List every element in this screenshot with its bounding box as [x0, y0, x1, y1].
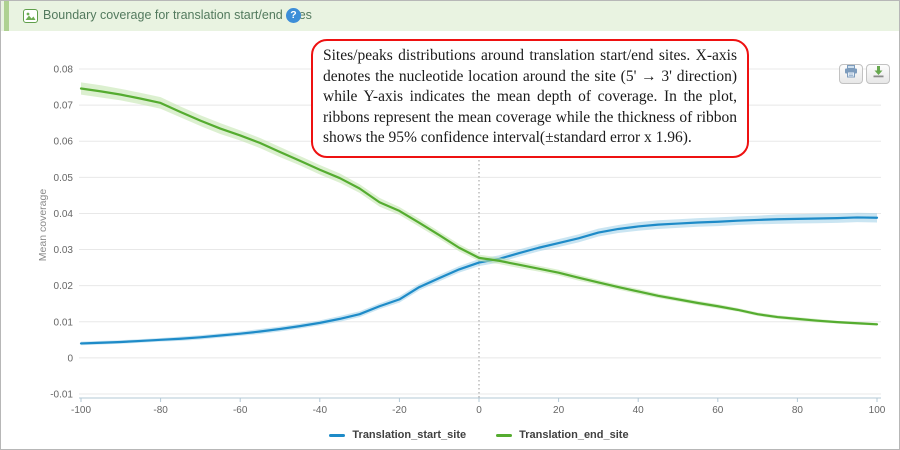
svg-text:0: 0	[67, 353, 73, 364]
svg-text:0.08: 0.08	[54, 65, 74, 76]
legend-label-start: Translation_start_site	[352, 429, 467, 441]
svg-text:0: 0	[476, 405, 482, 416]
svg-text:0.01: 0.01	[54, 317, 74, 328]
print-button[interactable]	[839, 64, 863, 84]
svg-text:60: 60	[712, 405, 724, 416]
svg-text:0.05: 0.05	[54, 173, 74, 184]
svg-text:0.03: 0.03	[54, 245, 74, 256]
download-icon	[872, 65, 885, 83]
help-icon[interactable]: ?	[286, 8, 301, 23]
legend-item-translation-start-site[interactable]: Translation_start_site	[329, 429, 466, 441]
svg-text:0.07: 0.07	[54, 101, 74, 112]
svg-text:-40: -40	[313, 405, 328, 416]
chart-legend: Translation_start_site Translation_end_s…	[81, 429, 877, 441]
image-icon	[23, 9, 38, 23]
svg-text:20: 20	[553, 405, 565, 416]
panel-header: Boundary coverage for translation start/…	[1, 1, 899, 31]
svg-text:-80: -80	[153, 405, 168, 416]
svg-text:-20: -20	[392, 405, 407, 416]
svg-text:-60: -60	[233, 405, 248, 416]
print-icon	[844, 65, 858, 83]
svg-text:0.06: 0.06	[54, 137, 74, 148]
svg-text:40: 40	[633, 405, 645, 416]
legend-label-end: Translation_end_site	[519, 429, 629, 441]
header-accent-bar	[4, 1, 9, 31]
y-axis-title: Mean coverage	[37, 188, 49, 262]
legend-item-translation-end-site[interactable]: Translation_end_site	[496, 429, 629, 441]
panel-title: Boundary coverage for translation start/…	[43, 8, 312, 22]
annotation-box: Sites/peaks distributions around transla…	[311, 39, 749, 158]
download-button[interactable]	[866, 64, 890, 84]
svg-text:0.04: 0.04	[54, 209, 74, 220]
svg-text:-0.01: -0.01	[50, 390, 73, 401]
svg-text:100: 100	[869, 405, 886, 416]
svg-text:0.02: 0.02	[54, 281, 74, 292]
svg-text:-100: -100	[71, 405, 91, 416]
legend-swatch-start	[329, 433, 346, 437]
legend-swatch-end	[496, 433, 513, 437]
svg-text:80: 80	[792, 405, 804, 416]
annotation-text: Sites/peaks distributions around transla…	[323, 47, 737, 146]
